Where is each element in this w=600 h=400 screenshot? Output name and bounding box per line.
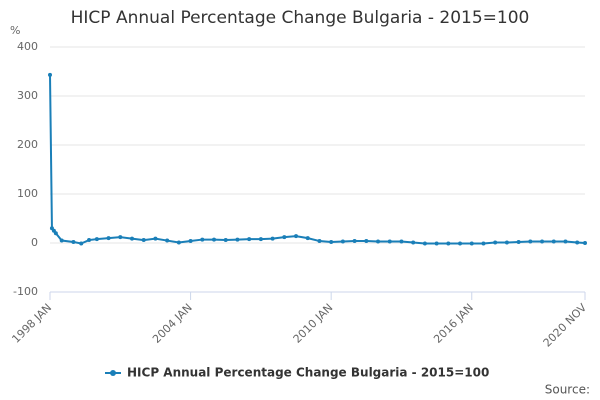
y-axis-label: % (10, 24, 20, 37)
data-point (563, 239, 568, 244)
data-point (481, 241, 486, 246)
data-point (493, 240, 498, 245)
data-point (528, 239, 533, 244)
data-point (87, 238, 92, 243)
data-point (59, 238, 64, 243)
legend-label: HICP Annual Percentage Change Bulgaria -… (127, 366, 489, 380)
data-point (469, 241, 474, 246)
data-point (458, 241, 463, 246)
data-point (282, 235, 287, 240)
data-line (49, 74, 586, 245)
chart-title: HICP Annual Percentage Change Bulgaria -… (71, 8, 530, 28)
x-tick-label: 1998 JAN (9, 301, 54, 346)
data-point (53, 231, 58, 236)
data-point (106, 236, 111, 241)
data-point (446, 241, 451, 246)
data-point (258, 237, 263, 242)
data-point (94, 237, 99, 242)
x-tick-label: 2010 JAN (291, 301, 336, 346)
data-point (329, 240, 334, 245)
y-tick-label: 0 (31, 236, 38, 249)
y-tick-label: 300 (17, 89, 38, 102)
data-point (188, 239, 193, 244)
y-tick-label: 100 (17, 187, 38, 200)
x-tick-label: 2004 JAN (150, 301, 195, 346)
data-point (223, 238, 228, 243)
data-point (387, 239, 392, 244)
data-point (48, 72, 52, 77)
data-point (540, 239, 545, 244)
data-point (270, 236, 275, 241)
source: Source: (545, 383, 590, 397)
data-point (153, 236, 158, 241)
data-point (434, 241, 439, 246)
data-point (583, 241, 587, 245)
data-point (422, 241, 427, 246)
y-tick-label: 200 (17, 138, 38, 151)
y-tick-label: -100 (13, 285, 38, 298)
data-point (305, 236, 310, 241)
legend-marker (110, 370, 116, 376)
data-point (176, 240, 181, 245)
data-point (200, 237, 205, 242)
data-point (575, 240, 580, 245)
data-point (504, 240, 509, 245)
data-point (551, 239, 556, 244)
data-point (376, 239, 381, 244)
data-point (71, 240, 76, 245)
data-point (235, 237, 240, 242)
data-point (411, 240, 416, 245)
data-point (399, 239, 404, 244)
data-point (130, 236, 135, 241)
data-point (352, 239, 357, 244)
data-point (79, 241, 84, 246)
data-point (165, 238, 170, 243)
data-point (294, 234, 299, 239)
data-point (317, 239, 322, 244)
data-point (118, 235, 123, 240)
data-point (340, 239, 345, 244)
data-point (212, 237, 217, 242)
y-tick-label: 400 (17, 40, 38, 53)
data-point (141, 238, 146, 243)
data-point (364, 239, 369, 244)
data-point (247, 237, 252, 242)
x-tick-label: 2020 NOV (541, 301, 590, 350)
x-tick-label: 2016 JAN (431, 301, 476, 346)
data-point (516, 240, 521, 245)
